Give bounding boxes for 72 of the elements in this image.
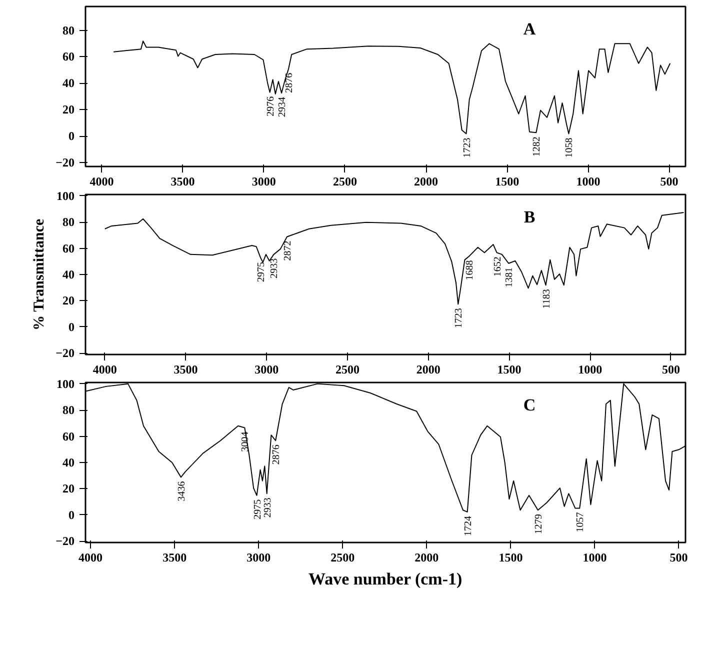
x-tick-label: 3500	[174, 362, 198, 376]
x-tick-label: 500	[660, 174, 678, 188]
x-tick-label: 500	[662, 362, 680, 376]
y-tick-label: 0	[68, 508, 74, 522]
text: C	[523, 395, 536, 414]
y-tick-label: 20	[62, 102, 74, 117]
annotation: 2876	[284, 72, 296, 93]
x-tick-label: 500	[670, 550, 688, 564]
y-tick-label: 60	[62, 241, 74, 256]
y-tick-label: −20	[56, 156, 75, 170]
y-axis-title: % Transmittance	[32, 218, 48, 330]
annotation: 2872	[282, 240, 294, 261]
x-tick-label: 4000	[92, 362, 117, 376]
annotation: 2975	[252, 499, 264, 520]
x-tick-label: 3000	[252, 174, 276, 188]
y-tick-label: 80	[62, 23, 74, 38]
y-tick-label: 20	[62, 482, 74, 496]
y-tick-label: 40	[62, 268, 74, 282]
annotation: 1723	[462, 138, 473, 158]
x-axis-title: Wave number (cm-1)	[308, 570, 462, 588]
y-tick-label: 100	[56, 188, 74, 203]
line-series	[113, 40, 671, 134]
y-tick-label: 60	[62, 50, 74, 64]
y-tick-label: 0	[68, 129, 74, 144]
annotation: 1723	[454, 308, 465, 328]
annotation: 2933	[269, 258, 280, 278]
y-tick-label: 80	[62, 403, 74, 418]
x-tick-label: 4000	[90, 174, 114, 188]
annotation: 2876	[271, 444, 282, 465]
y-tick-label: −20	[56, 534, 75, 548]
annotation: 1652	[492, 256, 504, 277]
annotation: 2933	[262, 498, 274, 518]
y-tick-label: −20	[56, 346, 75, 360]
x-tick-label: 2500	[335, 362, 360, 376]
annotation: 1183	[541, 289, 552, 309]
x-tick-label: 1500	[495, 174, 520, 188]
x-tick-label: 1000	[578, 362, 602, 376]
annotation: 1282	[532, 136, 543, 157]
annotation: 1279	[533, 514, 544, 534]
x-tick-label: 1500	[498, 550, 523, 564]
x-tick-label: 3000	[246, 550, 271, 564]
x-tick-label: 2500	[330, 550, 355, 564]
x-tick-label: 4000	[78, 550, 103, 564]
x-tick-label: 1500	[497, 362, 522, 376]
x-tick-label: 2000	[416, 362, 440, 376]
annotation: 3436	[176, 481, 188, 502]
y-tick-label: 20	[62, 294, 74, 308]
x-tick-label: 2000	[414, 550, 439, 564]
text: A	[523, 19, 536, 38]
x-tick-label: 3500	[162, 550, 187, 564]
y-tick-label: 40	[62, 456, 74, 470]
y-tick-label: 80	[62, 215, 74, 230]
x-tick-label: 3500	[170, 174, 195, 188]
x-tick-label: 3000	[254, 362, 279, 376]
x-tick-label: 2000	[414, 174, 438, 188]
text: B	[524, 207, 536, 226]
annotation: 3004	[240, 432, 252, 452]
y-tick-label: 60	[62, 429, 74, 444]
annotation: 1724	[462, 516, 474, 536]
annotation: 2934	[277, 96, 288, 117]
y-tick-label: 0	[68, 320, 74, 334]
x-tick-label: 1000	[582, 550, 607, 564]
annotation: 1057	[575, 512, 586, 532]
annotation: 1058	[564, 138, 576, 158]
annotation: 1381	[504, 267, 516, 288]
annotation: 1688	[464, 260, 476, 280]
annotation: 2975	[256, 262, 268, 282]
annotation: 2976	[265, 96, 276, 116]
x-tick-label: 1000	[576, 174, 600, 188]
y-tick-label: 40	[62, 76, 74, 90]
y-tick-label: 100	[56, 376, 74, 391]
x-tick-label: 2500	[332, 174, 357, 188]
